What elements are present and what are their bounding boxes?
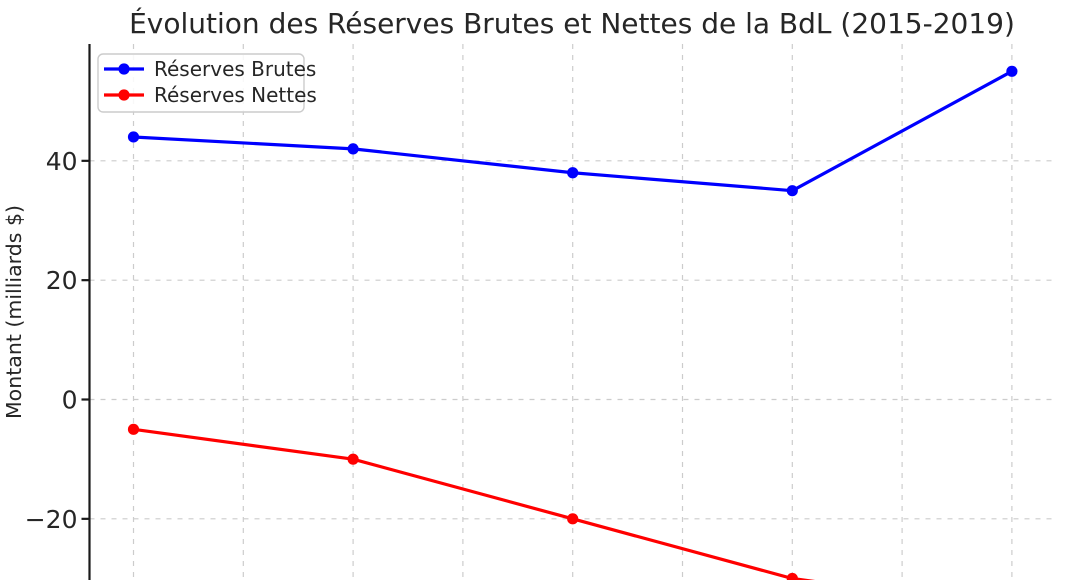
data-point [567, 167, 579, 179]
data-series [127, 65, 1018, 580]
vertical-gridlines [132, 44, 1013, 580]
y-tick-labels: 40 20 0 −20 [25, 147, 78, 534]
data-point [347, 143, 359, 155]
legend-label: Réserves Brutes [154, 57, 316, 81]
y-tick-label: 40 [46, 147, 78, 176]
y-axis-label: Montant (milliards $) [2, 205, 26, 419]
data-point [786, 185, 798, 197]
data-point [1006, 65, 1018, 77]
data-point [127, 423, 140, 435]
y-axis [81, 44, 91, 580]
legend-label: Réserves Nettes [154, 83, 317, 107]
data-point [347, 453, 359, 465]
data-point [567, 513, 579, 525]
y-tick-label: 0 [62, 386, 78, 415]
data-point [786, 572, 798, 580]
legend-marker-dot [118, 89, 130, 101]
chart-title: Évolution des Réserves Brutes et Nettes … [129, 6, 1015, 40]
legend-marker-dot [118, 63, 130, 75]
y-tick-label: 20 [46, 266, 78, 295]
legend-box [97, 53, 305, 113]
horizontal-gridlines [89, 160, 1056, 520]
y-tick-label: −20 [25, 505, 78, 534]
data-point [127, 131, 140, 143]
